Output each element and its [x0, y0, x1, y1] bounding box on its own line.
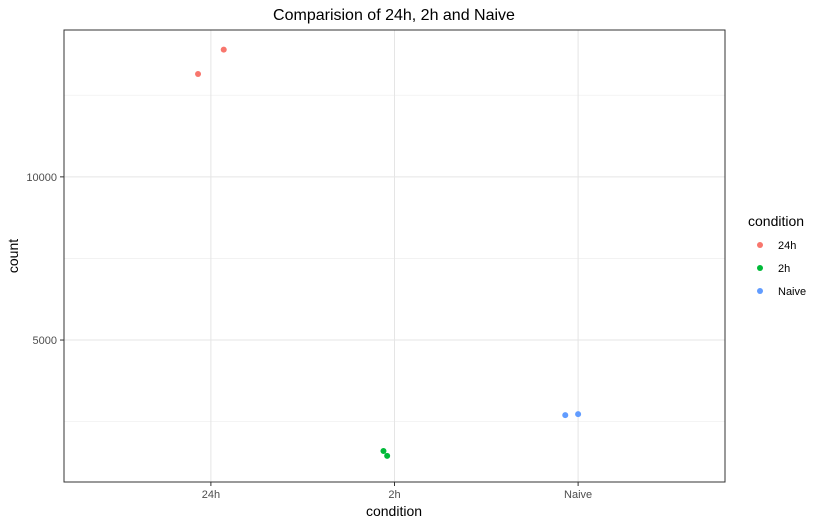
legend-marker-24h [757, 242, 763, 248]
data-point-naive [575, 411, 582, 418]
x-axis: 24h 2h Naive [202, 482, 592, 501]
legend-label: 2h [778, 263, 790, 275]
x-axis-title: condition [366, 503, 422, 519]
y-axis-title: count [5, 239, 21, 273]
y-axis: 5000 10000 [26, 172, 64, 347]
chart-title: Comparision of 24h, 2h and Naive [273, 7, 515, 24]
grid-lines [64, 30, 725, 482]
legend-marker-2h [757, 265, 763, 271]
legend-title: condition [748, 213, 804, 229]
x-tick-label: 24h [202, 489, 220, 501]
data-point-24h [220, 46, 227, 53]
data-point-2h [384, 452, 391, 459]
y-tick-label: 10000 [26, 172, 57, 184]
y-tick-label: 5000 [33, 335, 57, 347]
data-points [195, 46, 582, 459]
legend: condition 24h 2h Naive [748, 213, 806, 298]
x-tick-label: 2h [388, 489, 400, 501]
data-point-2h [380, 447, 387, 454]
x-tick-label: Naive [564, 489, 592, 501]
legend-marker-naive [757, 288, 763, 294]
legend-label: 24h [778, 240, 796, 252]
data-point-naive [562, 412, 569, 419]
legend-label: Naive [778, 286, 806, 298]
data-point-24h [195, 71, 202, 78]
